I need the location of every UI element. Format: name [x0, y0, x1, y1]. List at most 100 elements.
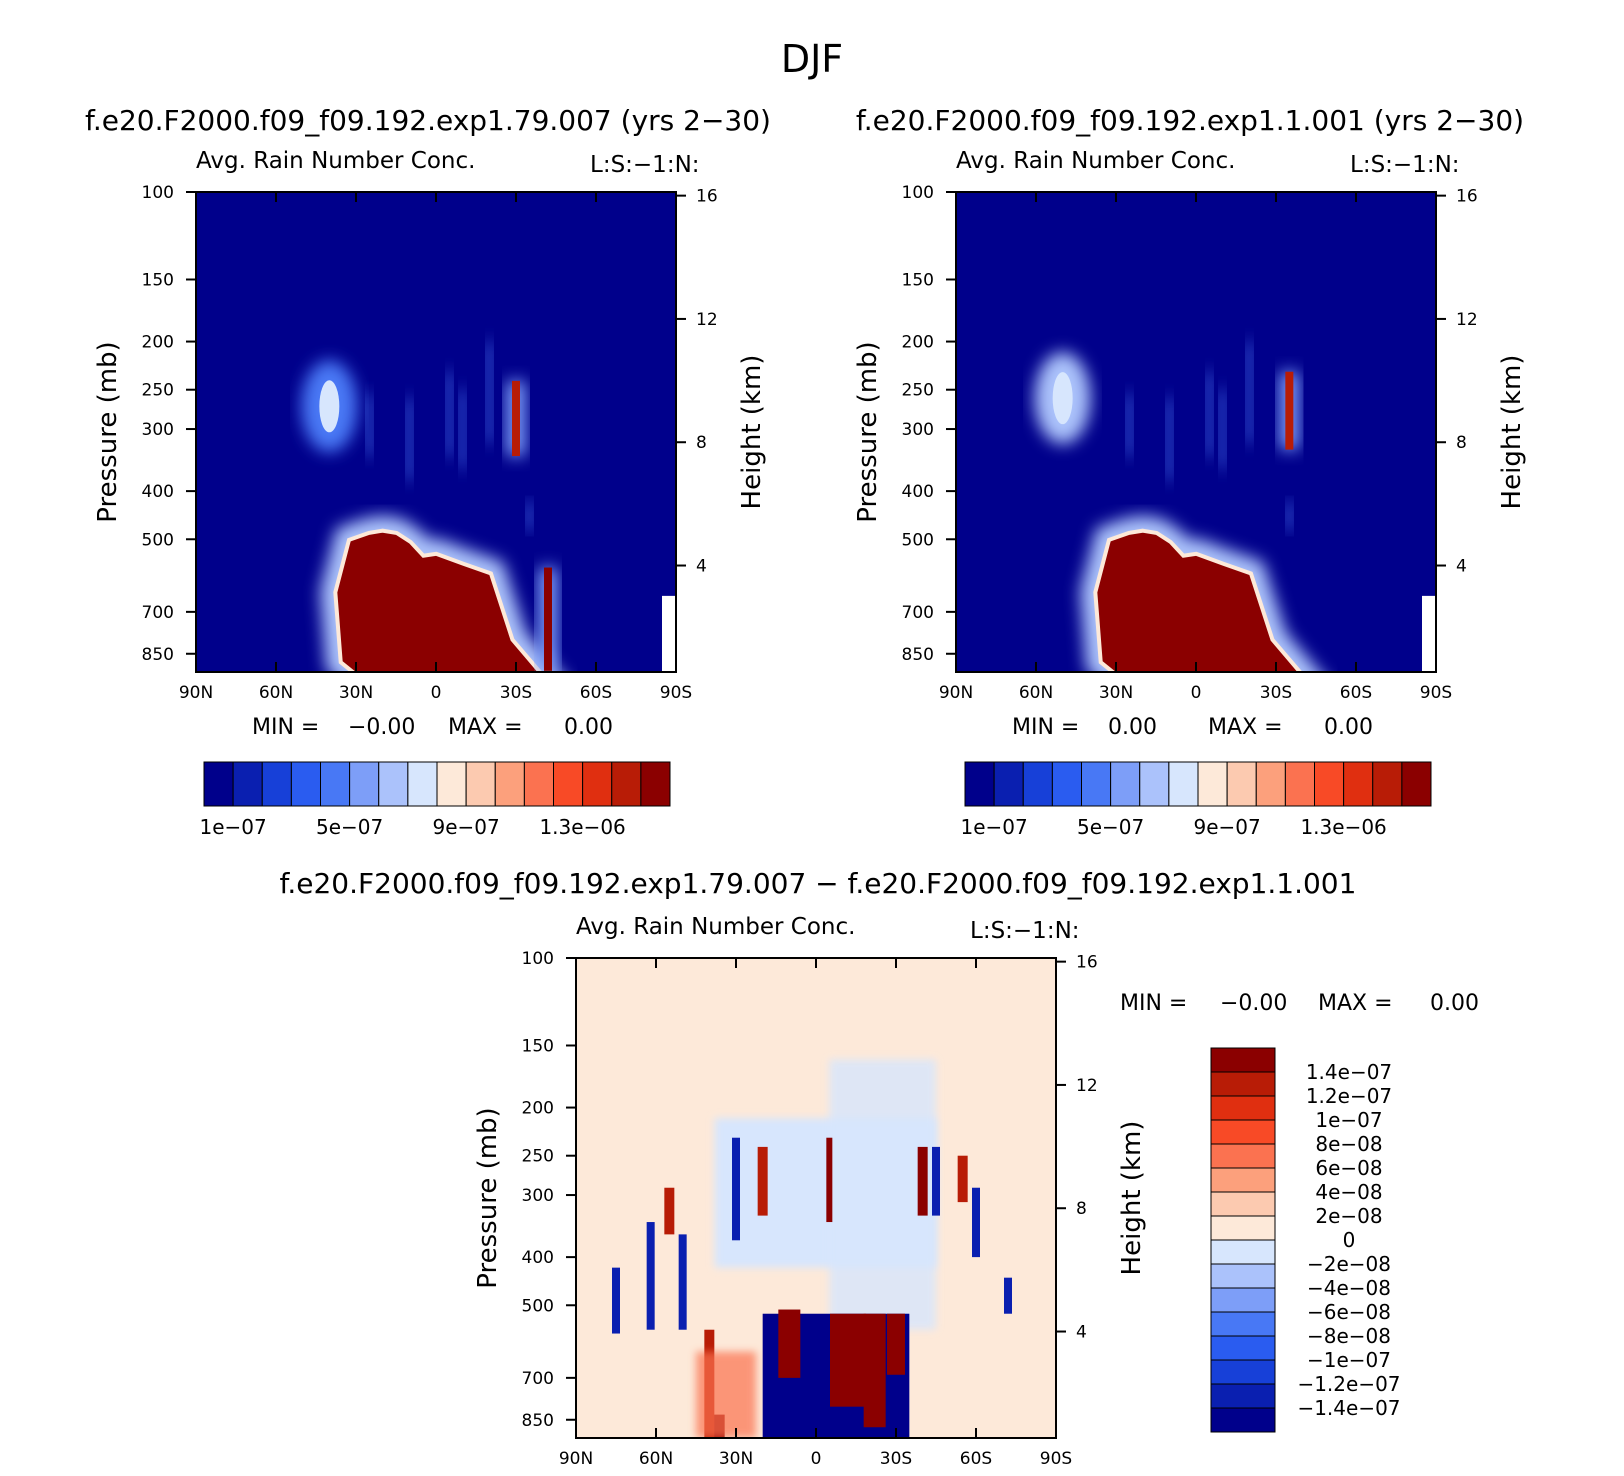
- x-tick-label: 30S: [500, 683, 532, 703]
- colorbar-swatch: [1255, 761, 1286, 807]
- plot-title-right: L:S:−1:N:: [970, 918, 1080, 944]
- colorbar-swatch: [1210, 1167, 1276, 1193]
- colorbar-swatch: [1284, 761, 1315, 807]
- y-tick-label: 850: [142, 645, 174, 665]
- convective-streak: [486, 341, 493, 443]
- x-tick-label: 60S: [580, 683, 612, 703]
- diff-positive: [830, 1313, 866, 1407]
- min-value: −0.00: [1220, 991, 1287, 1016]
- y-tick-label-right: 8: [1456, 433, 1467, 453]
- x-tick-label: 60S: [1340, 683, 1372, 703]
- diff-positive: [887, 1313, 905, 1375]
- colorbar-swatch: [232, 761, 263, 807]
- colorbar-swatch: [494, 761, 525, 807]
- y-tick-label: 700: [522, 1369, 554, 1389]
- colorbar-label: 1.3e−06: [539, 815, 625, 839]
- y-tick-label: 200: [142, 333, 174, 353]
- missing-data-mask: [662, 595, 676, 672]
- y-tick-label: 250: [142, 381, 174, 401]
- x-tick-label: 60N: [639, 1449, 673, 1469]
- diff-negative: [646, 1222, 655, 1330]
- colorbar-label: 0: [1343, 1228, 1356, 1252]
- convective-streak: [406, 398, 413, 481]
- convective-streak: [1286, 501, 1293, 531]
- y-tick-label: 400: [902, 482, 934, 502]
- x-tick-label: 30N: [719, 1449, 753, 1469]
- y-tick-label-right: 12: [1456, 310, 1478, 330]
- colorbar-swatch: [1197, 761, 1228, 807]
- colorbar-swatch: [993, 761, 1024, 807]
- colorbar-label: −1.4e−07: [1297, 1396, 1400, 1420]
- figure-title: DJF: [781, 37, 843, 81]
- y-tick-label: 100: [522, 949, 554, 969]
- colorbar-swatch: [1226, 761, 1257, 807]
- diff-positive: [917, 1146, 928, 1216]
- y-tick-label: 150: [142, 270, 174, 290]
- min-label: MIN =: [1012, 715, 1079, 740]
- min-label: MIN =: [1120, 991, 1187, 1016]
- y-axis-label-right: Height (km): [1497, 355, 1527, 510]
- panel-2: Avg. Rain Number Conc. L:S:−1:N: 90N 60N 30N…: [853, 148, 1527, 839]
- x-tick-label: 60N: [1019, 683, 1053, 703]
- missing-data-mask: [1422, 595, 1436, 672]
- y-tick-label-right: 16: [696, 187, 718, 207]
- plot-title: Avg. Rain Number Conc.: [196, 148, 475, 174]
- diff-positive-streak: [664, 1187, 675, 1235]
- convective-streak: [1166, 398, 1173, 481]
- colorbar-swatch: [1210, 1287, 1276, 1313]
- colorbar-swatch: [1401, 761, 1432, 807]
- x-tick-label: 90S: [660, 683, 692, 703]
- colorbar-swatch: [290, 761, 321, 807]
- convective-streak: [459, 389, 466, 469]
- colorbar-label: −1e−07: [1307, 1348, 1391, 1372]
- colorbar-swatch: [611, 761, 642, 807]
- colorbar-swatch: [1139, 761, 1170, 807]
- colorbar-swatch: [1210, 1263, 1276, 1289]
- max-label: MAX =: [1318, 991, 1393, 1016]
- x-tick-label: 90S: [1040, 1449, 1072, 1469]
- y-tick-label: 150: [902, 270, 934, 290]
- rain-streak: [512, 380, 520, 457]
- rain-streak: [544, 567, 552, 671]
- colorbar-swatch: [1372, 761, 1403, 807]
- colorbar-swatch: [582, 761, 613, 807]
- colorbar-label: 1e−07: [1315, 1108, 1382, 1132]
- y-tick-label: 700: [902, 603, 934, 623]
- colorbar-label: 1e−07: [961, 815, 1028, 839]
- x-tick-label: 90N: [179, 683, 213, 703]
- colorbar-swatch: [1051, 761, 1082, 807]
- rain-core: [337, 532, 538, 672]
- colorbar-swatch: [964, 761, 995, 807]
- max-value: 0.00: [1324, 715, 1373, 740]
- diff-halo: [696, 1351, 756, 1438]
- colorbar-swatch: [1210, 1239, 1276, 1265]
- diff-positive: [863, 1313, 886, 1428]
- y-tick-label: 200: [902, 333, 934, 353]
- colorbar-swatch: [1210, 1191, 1276, 1217]
- colorbar-swatch: [1210, 1095, 1276, 1121]
- colorbar-label: 2e−08: [1315, 1204, 1382, 1228]
- diff-negative: [1004, 1277, 1012, 1314]
- colorbar-swatch: [436, 761, 467, 807]
- x-tick-label: 0: [431, 683, 442, 703]
- y-tick-label: 150: [522, 1036, 554, 1056]
- max-label: MAX =: [1208, 715, 1283, 740]
- colorbar-swatch: [1022, 761, 1053, 807]
- case-title-diff: f.e20.F2000.f09_f09.192.exp1.79.007 − f.…: [280, 867, 1357, 900]
- convective-streak: [1219, 389, 1226, 469]
- x-tick-label: 30S: [1260, 683, 1292, 703]
- panel-diff: Avg. Rain Number Conc. L:S:−1:N: 90N 60N 30N…: [473, 914, 1479, 1469]
- convective-streak: [1126, 393, 1133, 457]
- convective-streak: [446, 371, 453, 457]
- colorbar-label: −1.2e−07: [1297, 1372, 1400, 1396]
- colorbar-label: 9e−07: [433, 815, 500, 839]
- y-tick-label: 100: [902, 183, 934, 203]
- colorbar-swatch: [523, 761, 554, 807]
- colorbar-swatch: [1210, 1407, 1276, 1433]
- convective-streak: [1246, 341, 1253, 443]
- diff-positive: [826, 1137, 833, 1223]
- x-tick-label: 30N: [339, 683, 373, 703]
- colorbar-label: 6e−08: [1315, 1156, 1382, 1180]
- x-tick-label: 0: [1191, 683, 1202, 703]
